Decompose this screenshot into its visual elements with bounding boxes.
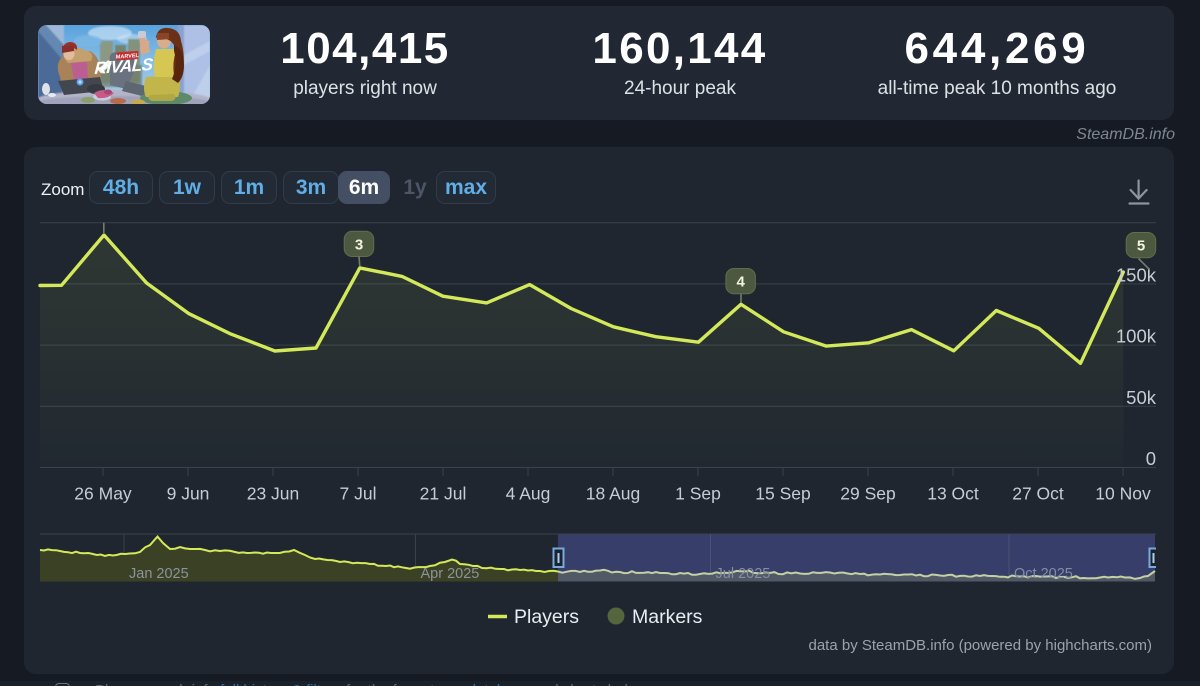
svg-text:7 Jul: 7 Jul [340, 484, 377, 504]
svg-text:data by SteamDB.info (powered: data by SteamDB.info (powered by highcha… [809, 637, 1153, 654]
svg-text:Oct 2025: Oct 2025 [1014, 566, 1073, 582]
svg-text:Apr 2025: Apr 2025 [421, 566, 480, 582]
svg-text:4: 4 [737, 274, 746, 291]
svg-text:23 Jun: 23 Jun [247, 484, 300, 504]
svg-text:5: 5 [1137, 238, 1145, 255]
svg-text:Markers: Markers [632, 606, 703, 628]
svg-text:21 Jul: 21 Jul [420, 484, 467, 504]
svg-text:100k: 100k [1116, 326, 1157, 347]
svg-text:MARVEL: MARVEL [116, 53, 140, 61]
svg-text:9 Jun: 9 Jun [167, 484, 210, 504]
svg-text:Players: Players [514, 606, 579, 628]
svg-text:15 Sep: 15 Sep [755, 484, 810, 504]
svg-text:4 Aug: 4 Aug [506, 484, 551, 504]
svg-text:50k: 50k [1126, 387, 1157, 408]
svg-text:0: 0 [1146, 448, 1156, 469]
svg-text:29 Sep: 29 Sep [840, 484, 895, 504]
svg-text:18 Aug: 18 Aug [586, 484, 641, 504]
svg-text:10 Nov: 10 Nov [1095, 484, 1151, 504]
svg-text:Jan 2025: Jan 2025 [129, 566, 189, 582]
svg-text:13 Oct: 13 Oct [927, 484, 979, 504]
svg-text:RIVALS: RIVALS [94, 55, 154, 78]
svg-text:150k: 150k [1116, 264, 1157, 285]
svg-text:Jul 2025: Jul 2025 [716, 566, 771, 582]
svg-text:1 Sep: 1 Sep [675, 484, 721, 504]
svg-text:26 May: 26 May [74, 484, 132, 504]
svg-text:27 Oct: 27 Oct [1012, 484, 1064, 504]
svg-text:3: 3 [355, 236, 363, 253]
